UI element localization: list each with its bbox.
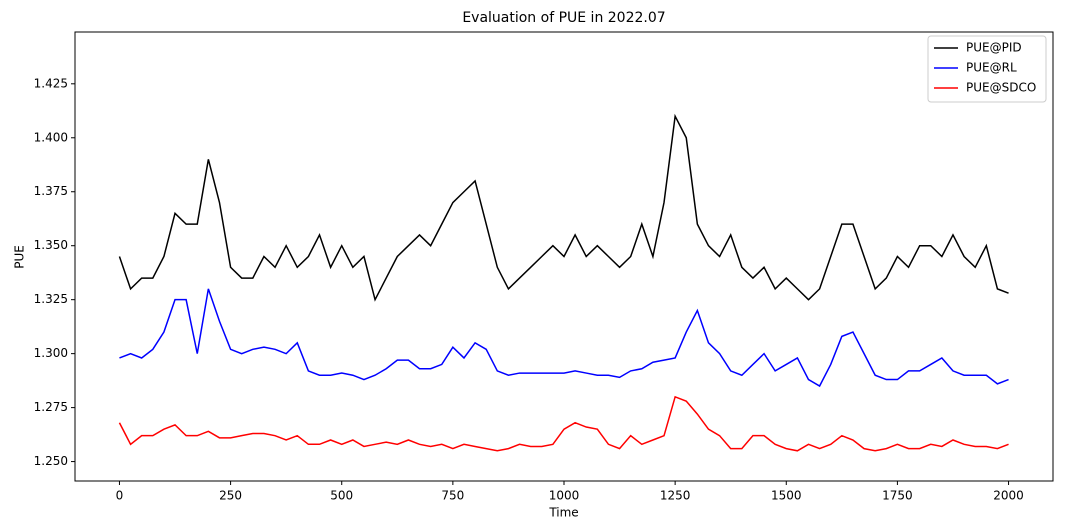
legend-label: PUE@SDCO: [966, 81, 1036, 95]
x-tick-label: 2000: [993, 489, 1024, 503]
y-tick-label: 1.300: [34, 346, 68, 360]
x-tick-label: 1000: [549, 489, 580, 503]
series-line: [119, 288, 1009, 388]
chart-title: Evaluation of PUE in 2022.07: [462, 10, 665, 26]
plot-frame: [74, 31, 1054, 482]
x-tick-label: 750: [441, 489, 464, 503]
x-tick-label: 500: [330, 489, 353, 503]
y-tick-label: 1.400: [34, 130, 68, 144]
x-tick-label: 1250: [660, 489, 691, 503]
y-tick-label: 1.350: [34, 238, 68, 252]
y-tick-label: 1.425: [34, 76, 68, 90]
series-line: [118, 113, 1009, 302]
legend-label: PUE@RL: [966, 61, 1017, 75]
y-tick-label: 1.250: [34, 454, 68, 468]
x-tick-label: 1750: [882, 489, 913, 503]
series-line: [118, 395, 1009, 452]
legend-label: PUE@PID: [966, 41, 1022, 55]
x-tick-label: 0: [116, 489, 124, 503]
y-tick-label: 1.375: [34, 184, 68, 198]
legend-box: [927, 35, 1047, 103]
y-tick-label: 1.275: [34, 400, 68, 414]
y-axis-label: PUE: [13, 245, 27, 269]
y-tick-label: 1.325: [34, 292, 68, 306]
x-tick-label: 250: [219, 489, 242, 503]
x-axis-label: Time: [548, 506, 578, 520]
x-tick-label: 1500: [771, 489, 802, 503]
legend: PUE@PID PUE@RL PUE@SDCO: [927, 35, 1047, 103]
